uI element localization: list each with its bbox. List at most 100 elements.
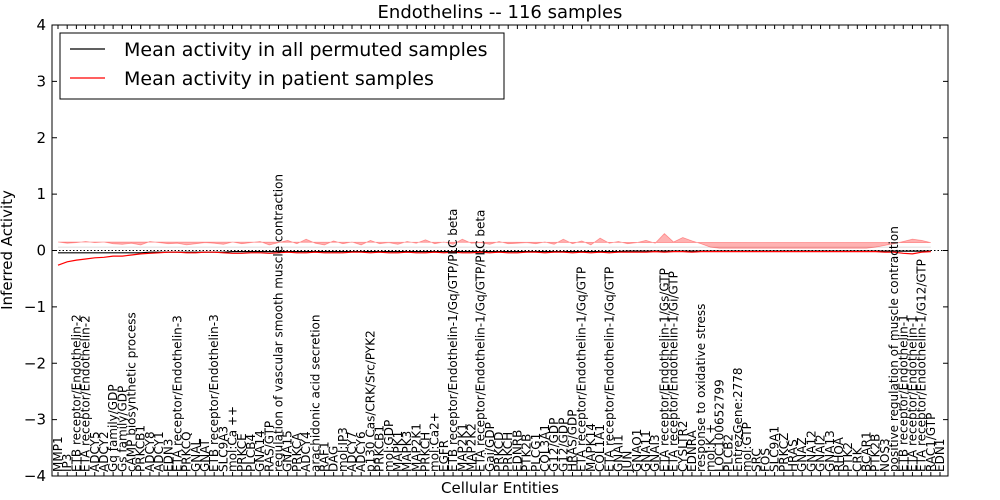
category-label: ADCY6 — [354, 431, 368, 472]
category-label: ADCY5 — [88, 431, 102, 472]
category-label: MAPK1 — [391, 431, 405, 472]
category-label: PRKCQ — [180, 431, 194, 472]
category-label: G12/GDP — [556, 418, 570, 472]
category-label: PTK2B — [520, 434, 534, 472]
category-label: LOC100652799 — [713, 379, 727, 472]
category-label: ETA receptor/Endothelin-1/Gq/GTP — [575, 267, 589, 472]
category-label: BCAR1 — [860, 431, 874, 472]
category-label: COL3A1 — [538, 424, 552, 472]
category-label: mol:IP3 — [336, 427, 350, 472]
legend: Mean activity in all permuted samples Me… — [59, 32, 505, 100]
category-label: PRKCH — [501, 432, 515, 472]
category-label: PRKCB1 — [373, 425, 387, 472]
y-tick-label: 4 — [36, 16, 46, 34]
category-label: p130 Cas/CRK/Src/PYK2 — [363, 330, 377, 472]
category-label: Gq family/GDP — [106, 384, 120, 472]
category-label: positive regulation of muscle contractio… — [887, 226, 901, 472]
category-label: CRK — [850, 446, 864, 472]
category-label: GNAT — [198, 438, 212, 472]
category-label: ADCY4 — [299, 431, 313, 472]
category-label: SLC9A1 — [768, 426, 782, 472]
category-label: HRAS — [786, 439, 800, 472]
category-label: MAPK14 — [584, 423, 598, 472]
category-label: PRKCD — [492, 432, 506, 472]
category-label: NOS3 — [878, 438, 892, 472]
category-label: PRKCE — [235, 433, 249, 472]
category-label: PLCG1 — [529, 433, 543, 472]
y-axis-label: Inferred Activity — [0, 190, 16, 310]
category-label: ADCY1 — [152, 431, 166, 472]
category-label: cAMP biosynthetic process — [125, 312, 139, 472]
category-label: MAPK3 — [400, 431, 414, 472]
legend-box — [59, 32, 505, 100]
category-label: GNA12 — [804, 430, 818, 472]
y-tick-label: 0 — [36, 242, 46, 260]
category-label: mol:GDP — [382, 420, 396, 472]
category-label: PTK2 — [841, 442, 855, 472]
y-tick-label: 2 — [36, 129, 46, 147]
category-label: mol:GTP — [740, 422, 754, 472]
category-label: PLCB2 — [722, 434, 736, 472]
y-tick-label: 3 — [36, 72, 46, 90]
category-label: PTK2B — [869, 434, 883, 472]
category-label: Gs family/GDP — [115, 386, 129, 472]
category-label: ADCY8 — [143, 431, 157, 472]
chart-title: Endothelins -- 116 samples — [378, 2, 623, 23]
category-label: ETA receptor/Endothelin-2 — [79, 315, 93, 472]
category-label: mol:Ca ++ — [226, 406, 240, 472]
category-label: MAP2K1 — [409, 423, 423, 472]
category-label: ADCY2 — [97, 431, 111, 472]
category-label: GNA13 — [823, 430, 837, 472]
y-tick-label: 1 — [36, 185, 46, 203]
category-label: RAS/GTP — [262, 421, 276, 472]
category-label: ETA receptor/Endothelin-1/Gq/GTP/PLC bet… — [474, 210, 488, 472]
category-label: HRAS/GDP — [566, 409, 580, 472]
category-label: ETB receptor/Endothelin-1/Gq/GTP/PLC bet… — [446, 209, 460, 472]
category-label: MMP1 — [51, 436, 65, 472]
y-tick-label: −4 — [24, 467, 46, 485]
category-label: RHOA — [832, 436, 846, 472]
y-axis: −4 −3 −2 −1 0 1 2 3 4 — [24, 16, 948, 485]
category-label: GNA11 — [639, 430, 653, 472]
category-label: GNAI2 — [814, 434, 828, 472]
series-lines — [57, 250, 931, 266]
series-line-patient — [57, 250, 931, 266]
category-label: PRKCB1 — [134, 425, 148, 472]
category-label: Gai/GDP — [483, 422, 497, 472]
category-label: PRKCH — [419, 432, 433, 472]
category-label: ETA receptor/Endothelin-1/Gq/GTP — [602, 267, 616, 472]
category-label: EntrezGene:2778 — [731, 368, 745, 473]
legend-label-permuted: Mean activity in all permuted samples — [124, 39, 487, 61]
category-label: EDNRA — [685, 429, 699, 472]
category-label: GNAI3 — [648, 434, 662, 472]
category-label: MAP2K1 — [455, 423, 469, 472]
category-label: FOS — [758, 448, 772, 472]
category-label: GNAL — [189, 439, 203, 472]
category-label: EGFR — [437, 440, 451, 472]
category-label: arachidonic acid secretion — [308, 315, 322, 472]
category-label: ADCY7 — [345, 431, 359, 472]
y-tick-label: −3 — [24, 411, 46, 429]
category-label: SLC9A3 — [216, 426, 230, 472]
y-tick-label: −2 — [24, 354, 46, 372]
legend-label-patient: Mean activity in patient samples — [124, 68, 434, 90]
category-label: ETA receptor/Endothelin-1/Gi/GTP — [667, 271, 681, 472]
category-label: response to oxidative stress — [694, 304, 708, 472]
category-label: EDNRB — [510, 430, 524, 472]
category-label: ETA receptor/Endothelin-1/G12/GTP — [915, 259, 929, 472]
category-label: GNAO1 — [630, 429, 644, 472]
category-label: GNA14 — [253, 430, 267, 472]
category-label: EDN1 — [933, 439, 947, 472]
category-label: CYSLTR2 — [676, 421, 690, 472]
category-label: ETB receptor/Endothelin-2 — [69, 314, 83, 472]
category-label: RAF1 — [317, 441, 331, 472]
y-tick-label: −1 — [24, 298, 46, 316]
x-axis-label: Cellular Entities — [441, 479, 559, 497]
category-label: ETA receptor/Endothelin-1 — [905, 315, 919, 472]
category-label: RAC1/GTP — [924, 413, 938, 472]
category-label: mol:Ca2+ — [428, 412, 442, 472]
category-label: EDN3 — [161, 439, 175, 472]
category-label: mol:K + — [703, 424, 717, 472]
category-label: ETB receptor/Endothelin-3 — [207, 314, 221, 472]
